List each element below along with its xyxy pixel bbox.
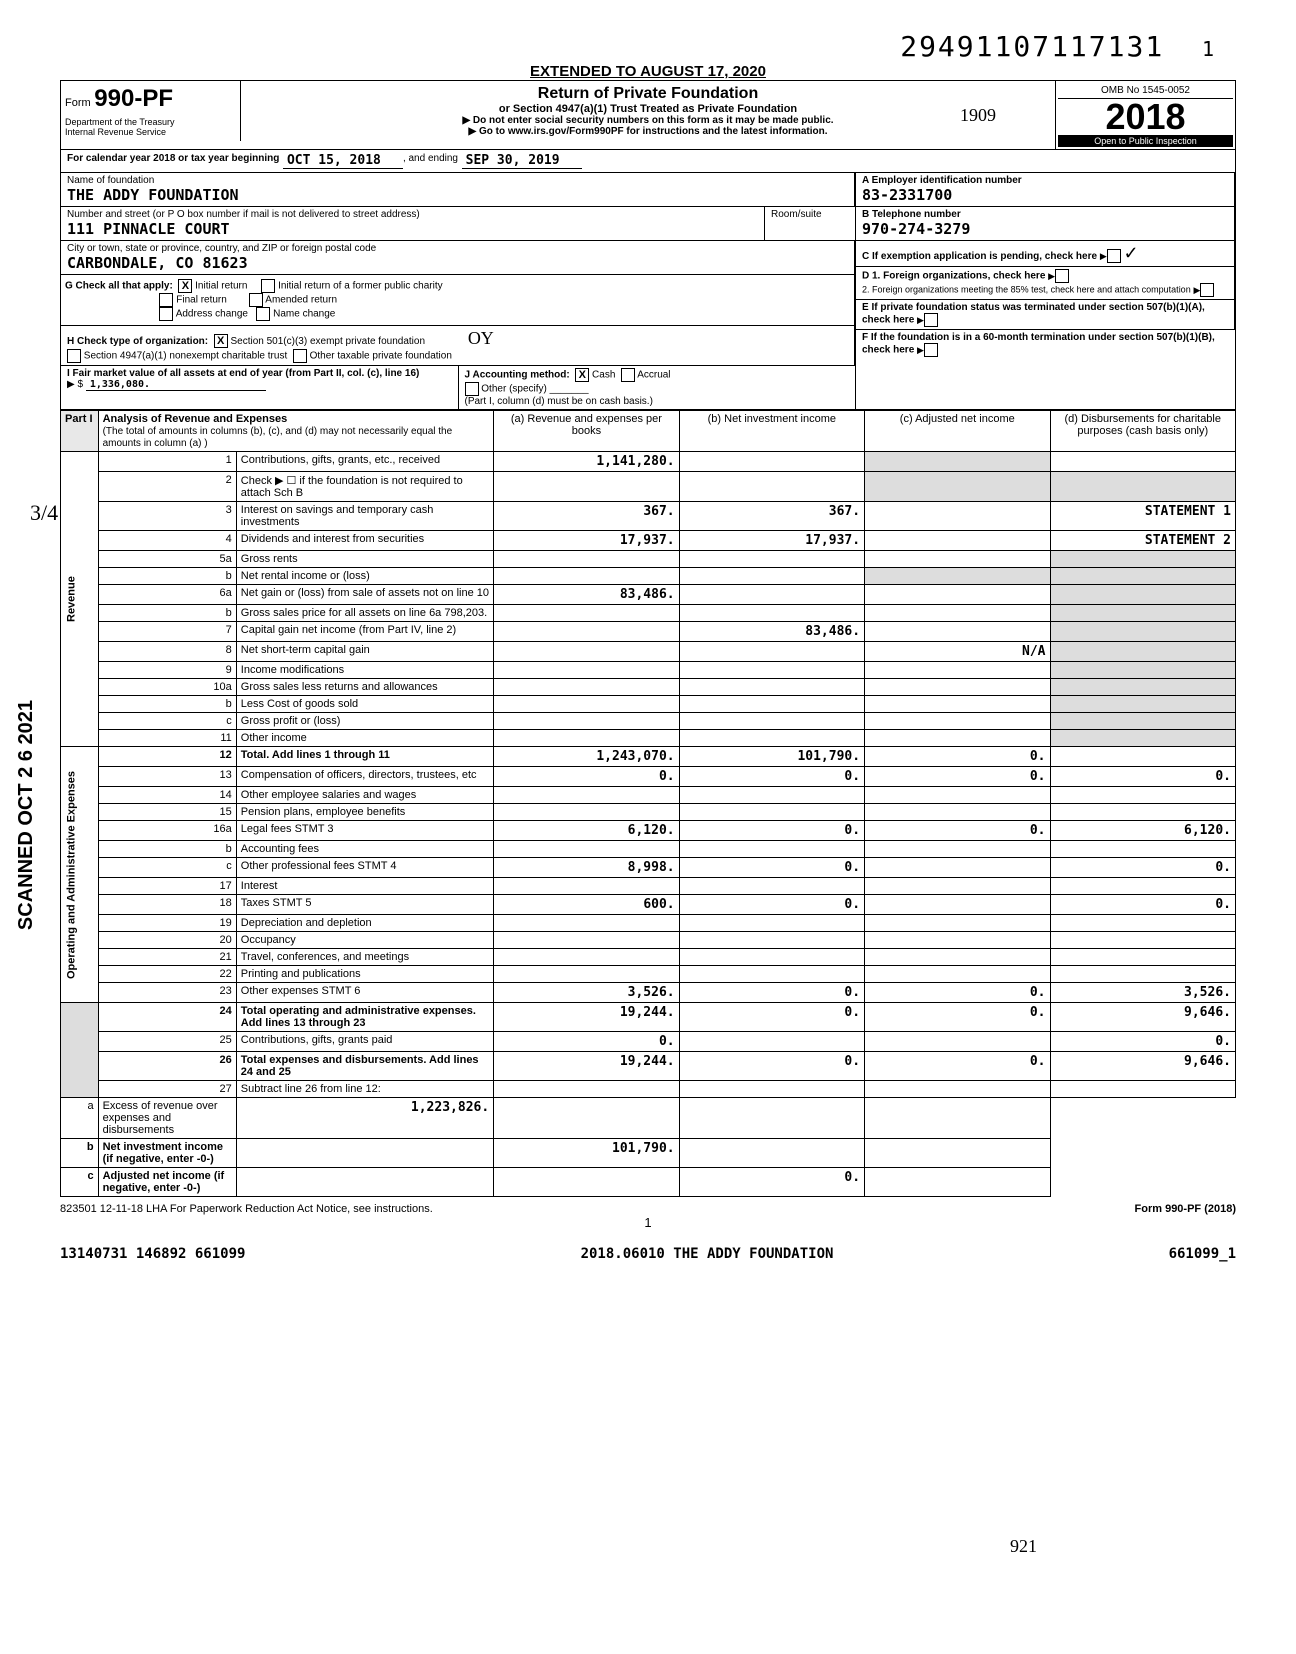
part-i-table: Part I Analysis of Revenue and Expenses … bbox=[60, 410, 1236, 1197]
tax-year-row: For calendar year 2018 or tax year begin… bbox=[60, 150, 1236, 173]
extended-to: EXTENDED TO AUGUST 17, 2020 bbox=[60, 63, 1236, 80]
document-locator-number: 29491107117131 1 bbox=[60, 30, 1236, 63]
handwritten-921: 921 bbox=[1010, 1536, 1037, 1557]
side-fraction: 3/4 bbox=[30, 500, 58, 526]
identity-block: Name of foundation THE ADDY FOUNDATION N… bbox=[60, 173, 1236, 410]
side-scanned: SCANNED OCT 2 6 2021 bbox=[15, 700, 38, 930]
form-header: Form 990-PF Department of the Treasury I… bbox=[60, 80, 1236, 150]
bottom-ids: 13140731 146892 661099 2018.06010 THE AD… bbox=[60, 1230, 1236, 1262]
page-number: 1 bbox=[60, 1215, 1236, 1230]
footer: 823501 12-11-18 LHA For Paperwork Reduct… bbox=[60, 1197, 1236, 1215]
handwritten-1909: 1909 bbox=[960, 105, 996, 126]
